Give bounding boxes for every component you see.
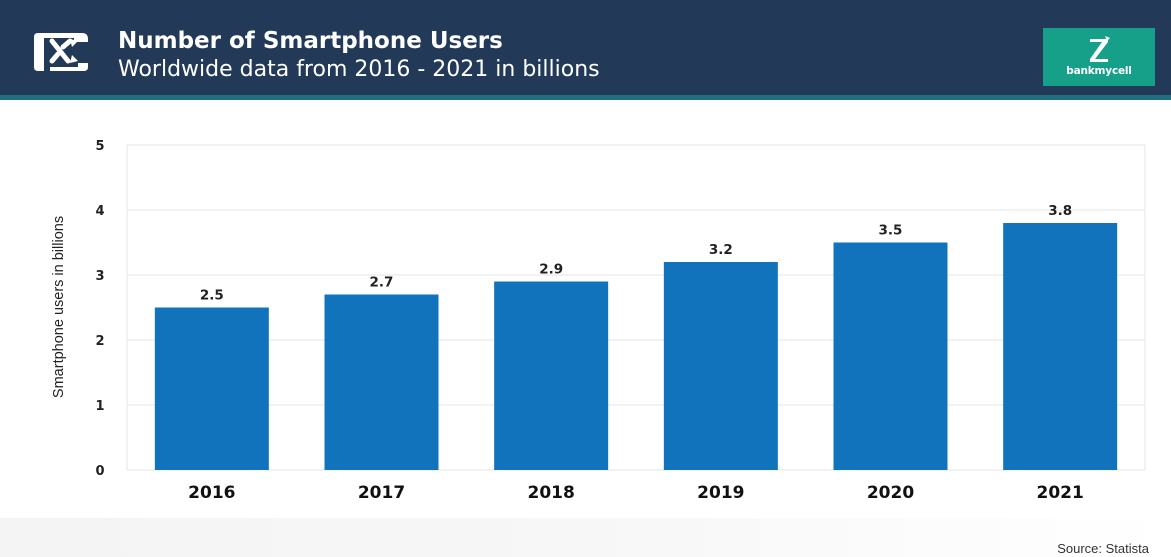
footer-band <box>0 518 1171 557</box>
bar-2018 <box>494 281 609 470</box>
y-tick-label: 5 <box>95 139 104 154</box>
bars <box>154 223 1118 470</box>
x-tick-label-2020: 2020 <box>867 483 914 503</box>
value-label-2020: 3.5 <box>879 223 903 239</box>
bankmycell-logo: bankmycell <box>1043 28 1155 86</box>
shuffle-arrows-icon <box>34 33 88 71</box>
bar-2020 <box>833 242 948 470</box>
chart-title: Number of Smartphone Users <box>118 28 503 54</box>
bar-2016 <box>154 307 269 470</box>
bar-2021 <box>1003 223 1118 470</box>
bar-2017 <box>324 294 439 470</box>
chart-header: Number of Smartphone Users Worldwide dat… <box>0 0 1171 100</box>
x-tick-label-2017: 2017 <box>358 483 405 503</box>
value-label-2016: 2.5 <box>200 288 224 304</box>
value-label-2019: 3.2 <box>709 242 733 258</box>
grid-lines <box>127 209 1145 406</box>
x-tick-label-2021: 2021 <box>1037 483 1084 503</box>
bankmycell-logo-icon <box>1090 36 1110 62</box>
chart-subtitle: Worldwide data from 2016 - 2021 in billi… <box>118 57 600 82</box>
y-tick-label: 2 <box>95 334 104 349</box>
bar-2019 <box>663 262 778 470</box>
x-tick-labels: 2016 2017 2018 2019 2020 2021 <box>188 483 1084 503</box>
source-note: Source: Statista <box>1057 541 1149 556</box>
y-tick-label: 3 <box>95 269 104 284</box>
value-label-2018: 2.9 <box>539 262 563 278</box>
y-tick-label: 0 <box>95 464 104 479</box>
x-tick-label-2016: 2016 <box>188 483 235 503</box>
plot-frame <box>126 144 1146 471</box>
logo-text: bankmycell <box>1066 65 1132 77</box>
value-label-2021: 3.8 <box>1048 203 1072 219</box>
y-tick-label: 1 <box>95 399 104 414</box>
value-labels: 2.5 2.7 2.9 3.2 3.5 3.8 <box>200 203 1072 304</box>
y-tick-labels: 0 1 2 3 4 5 <box>95 139 104 479</box>
y-tick-label: 4 <box>95 204 104 219</box>
x-tick-label-2018: 2018 <box>528 483 575 503</box>
y-axis-label: Smartphone users in billions <box>51 216 67 398</box>
x-tick-label-2019: 2019 <box>697 483 744 503</box>
value-label-2017: 2.7 <box>370 275 394 291</box>
